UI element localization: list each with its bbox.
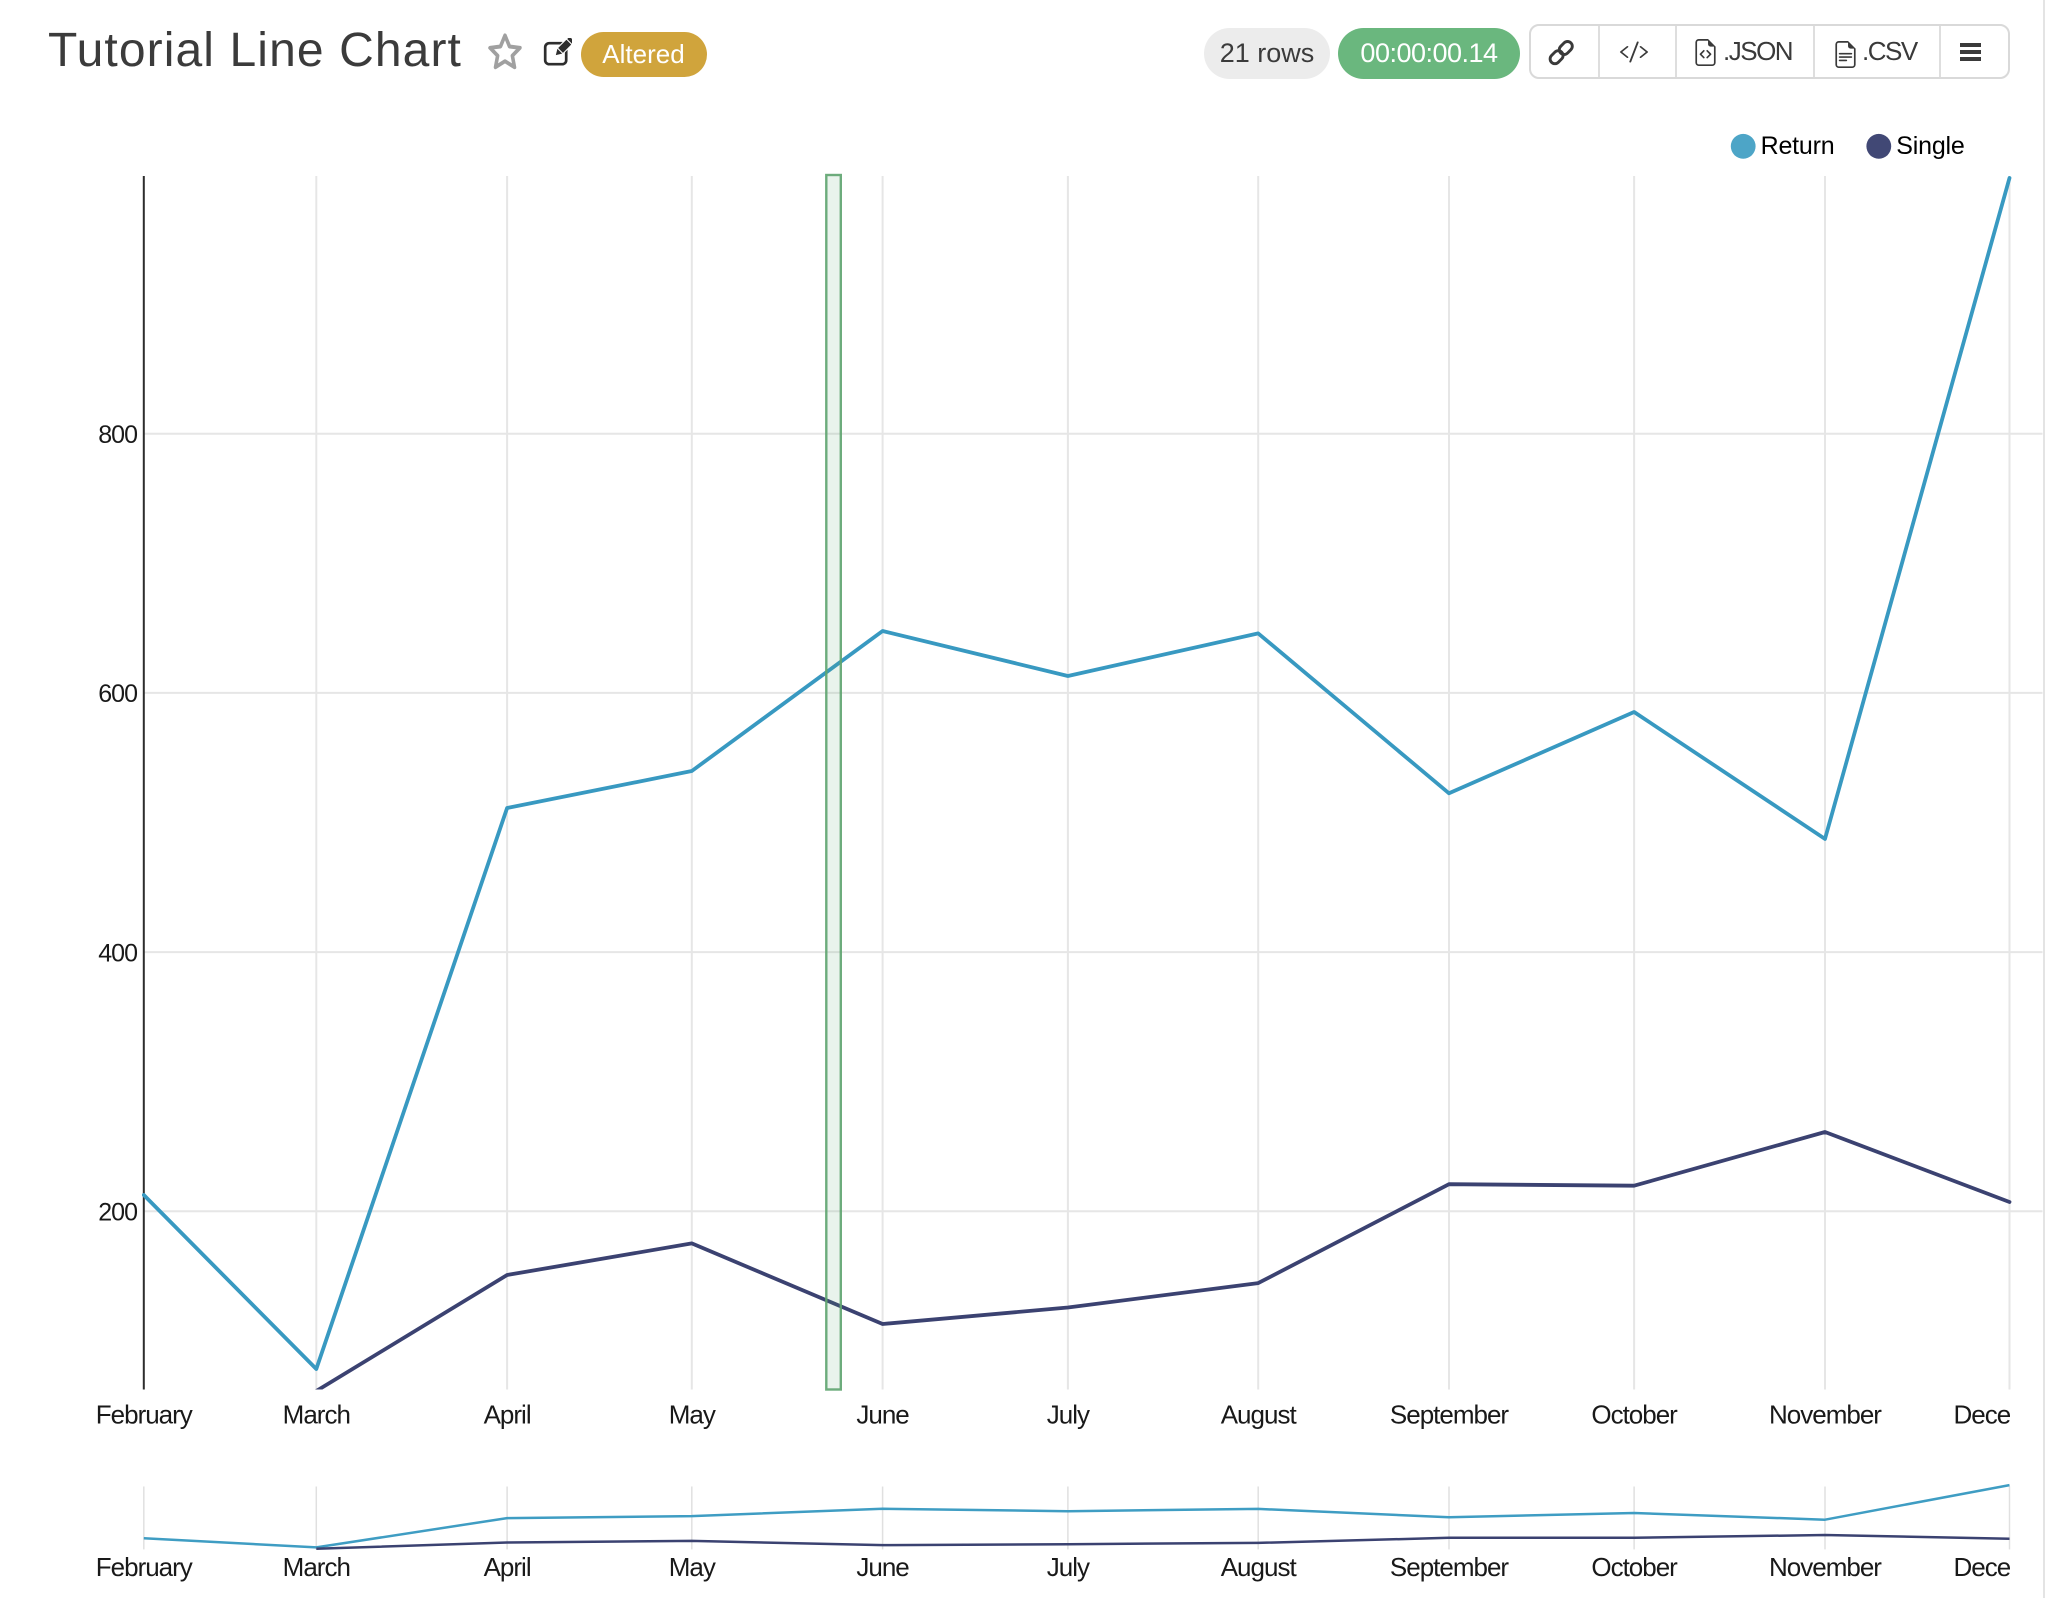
svg-text:800: 800 bbox=[98, 421, 137, 449]
svg-text:May: May bbox=[669, 1552, 716, 1582]
svg-text:October: October bbox=[1591, 1552, 1678, 1582]
svg-text:November: November bbox=[1769, 1400, 1882, 1430]
svg-text:April: April bbox=[484, 1400, 531, 1430]
svg-text:February: February bbox=[96, 1400, 193, 1430]
svg-text:June: June bbox=[856, 1400, 909, 1430]
svg-text:200: 200 bbox=[98, 1199, 137, 1227]
svg-text:December: December bbox=[1954, 1552, 2050, 1582]
svg-text:August: August bbox=[1221, 1400, 1298, 1430]
svg-text:September: September bbox=[1390, 1400, 1510, 1430]
svg-text:Return: Return bbox=[1761, 132, 1835, 160]
svg-text:November: November bbox=[1769, 1552, 1882, 1582]
svg-text:July: July bbox=[1047, 1400, 1090, 1430]
svg-text:October: October bbox=[1591, 1400, 1678, 1430]
svg-text:March: March bbox=[283, 1400, 350, 1430]
svg-text:May: May bbox=[669, 1400, 716, 1430]
svg-text:400: 400 bbox=[98, 939, 137, 967]
svg-text:December: December bbox=[1954, 1400, 2050, 1430]
svg-text:600: 600 bbox=[98, 680, 137, 708]
svg-text:February: February bbox=[96, 1552, 193, 1582]
svg-text:April: April bbox=[484, 1552, 531, 1582]
svg-text:August: August bbox=[1221, 1552, 1298, 1582]
svg-text:September: September bbox=[1390, 1552, 1510, 1582]
svg-text:June: June bbox=[856, 1552, 909, 1582]
svg-text:March: March bbox=[283, 1552, 350, 1582]
svg-text:July: July bbox=[1047, 1552, 1090, 1582]
svg-text:Single: Single bbox=[1896, 132, 1964, 160]
